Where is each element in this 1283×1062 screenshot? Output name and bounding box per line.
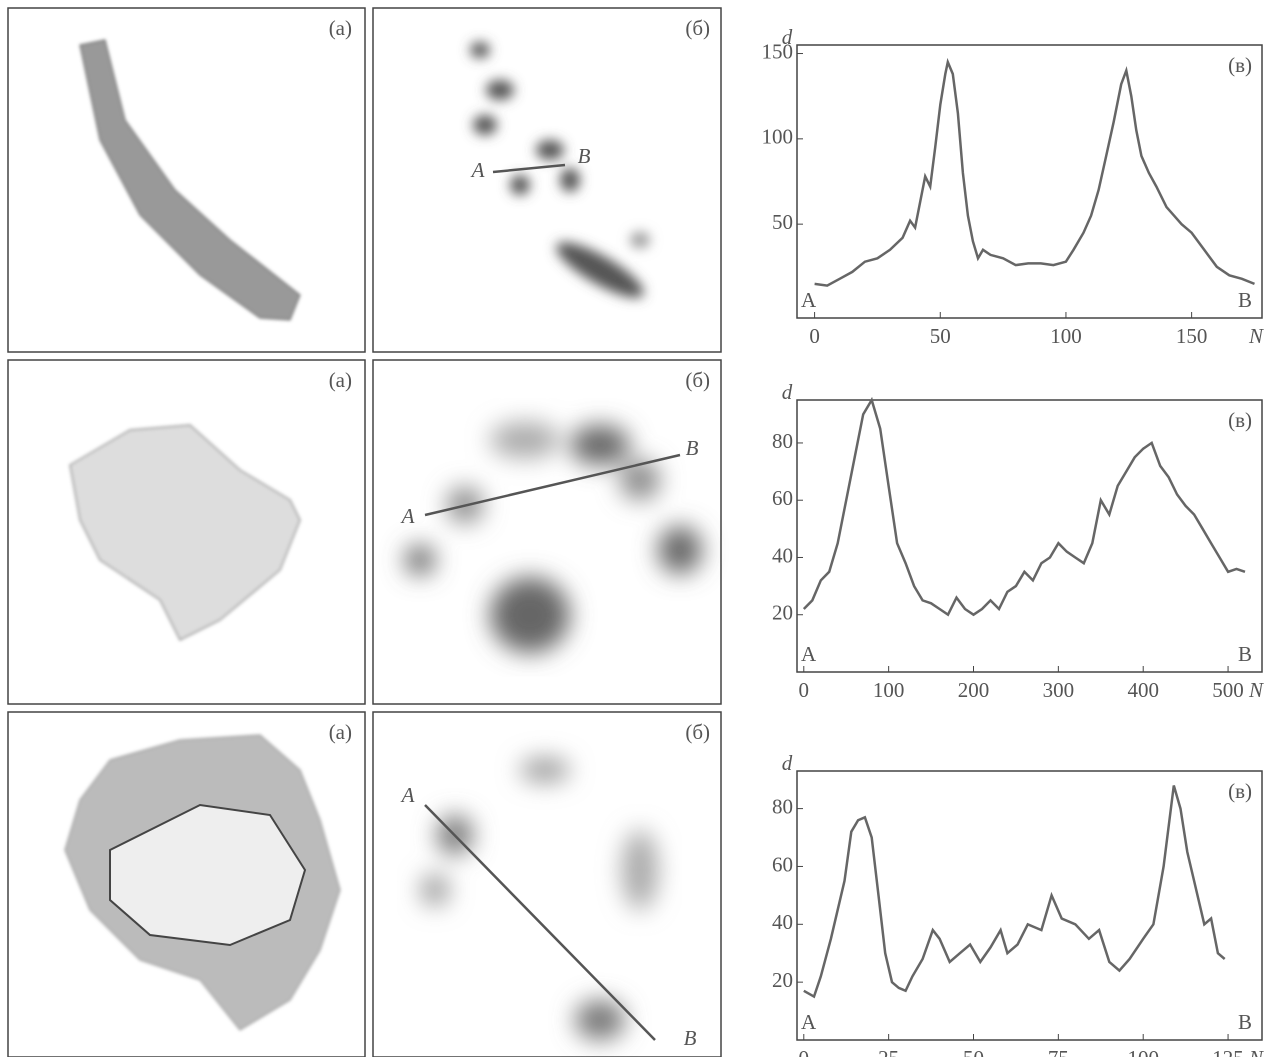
x-tick-label: 125 — [1212, 1046, 1244, 1057]
x-tick-label: 0 — [799, 1046, 810, 1057]
x-tick-label: 25 — [878, 1046, 899, 1057]
x-tick-label: 150 — [1176, 324, 1208, 348]
image-frame — [372, 7, 722, 353]
specimen — [69, 424, 301, 641]
y-tick-label: 40 — [772, 543, 793, 567]
image-frame — [7, 7, 366, 353]
point-label: B — [684, 1026, 697, 1050]
y-tick-label: 80 — [772, 429, 793, 453]
x-tick-label: 100 — [873, 678, 905, 702]
y-tick-label: 20 — [772, 601, 793, 625]
x-axis-label: N — [1248, 324, 1264, 348]
y-axis-label: d — [782, 25, 793, 49]
y-tick-label: 50 — [772, 210, 793, 234]
x-tick-label: 100 — [1127, 1046, 1159, 1057]
specimen — [79, 39, 301, 321]
y-tick-label: 150 — [762, 39, 794, 63]
point-label: A — [470, 158, 485, 182]
x-tick-label: 0 — [799, 678, 810, 702]
x-tick-label: 400 — [1127, 678, 1159, 702]
panel-label: (б) — [685, 368, 710, 392]
data-line — [803, 785, 1226, 999]
point-label: A — [400, 783, 415, 807]
x-tick-label: 50 — [930, 324, 951, 348]
y-tick-label: 20 — [772, 968, 793, 992]
y-tick-label: 60 — [772, 852, 793, 876]
panel-label: (а) — [329, 368, 352, 392]
panel-label: (а) — [329, 16, 352, 40]
specimen-core — [109, 803, 307, 947]
y-tick-label: 100 — [762, 125, 794, 149]
panel-label: (б) — [685, 720, 710, 744]
point-label: B — [686, 436, 699, 460]
x-tick-label: 0 — [809, 324, 820, 348]
point-label: B — [1238, 1010, 1252, 1034]
point-label: A — [400, 504, 415, 528]
panel-label: (в) — [1228, 53, 1252, 77]
x-axis-label: N — [1248, 678, 1264, 702]
y-axis-label: d — [782, 380, 793, 404]
panel-label: (а) — [329, 720, 352, 744]
panel-label: (в) — [1228, 779, 1252, 803]
image-frame — [372, 359, 722, 705]
image-frame — [7, 359, 366, 705]
data-line — [802, 396, 1246, 617]
point-label: A — [801, 288, 817, 312]
point-label: A — [801, 1010, 817, 1034]
x-tick-label: 50 — [963, 1046, 984, 1057]
y-tick-label: 80 — [772, 794, 793, 818]
panel-label: (б) — [685, 16, 710, 40]
plot-frame — [796, 770, 1263, 1041]
y-tick-label: 60 — [772, 486, 793, 510]
y-axis-label: d — [782, 751, 793, 775]
x-tick-label: 500 — [1212, 678, 1244, 702]
panel-label: (в) — [1228, 408, 1252, 432]
x-tick-label: 75 — [1048, 1046, 1069, 1057]
x-axis-label: N — [1248, 1046, 1264, 1057]
x-tick-label: 300 — [1043, 678, 1075, 702]
x-tick-label: 200 — [958, 678, 990, 702]
plot-frame — [796, 44, 1263, 319]
density-map — [421, 758, 658, 1040]
density-map — [470, 42, 650, 298]
point-label: A — [801, 642, 817, 666]
point-label: B — [578, 144, 591, 168]
profile-line — [424, 804, 656, 1041]
density-map — [405, 422, 702, 653]
point-label: B — [1238, 642, 1252, 666]
data-line — [814, 57, 1255, 287]
y-tick-label: 40 — [772, 910, 793, 934]
x-tick-label: 100 — [1050, 324, 1082, 348]
profile-line — [424, 453, 681, 517]
point-label: B — [1238, 288, 1252, 312]
plot-frame — [796, 399, 1263, 673]
profile-line — [492, 163, 566, 174]
